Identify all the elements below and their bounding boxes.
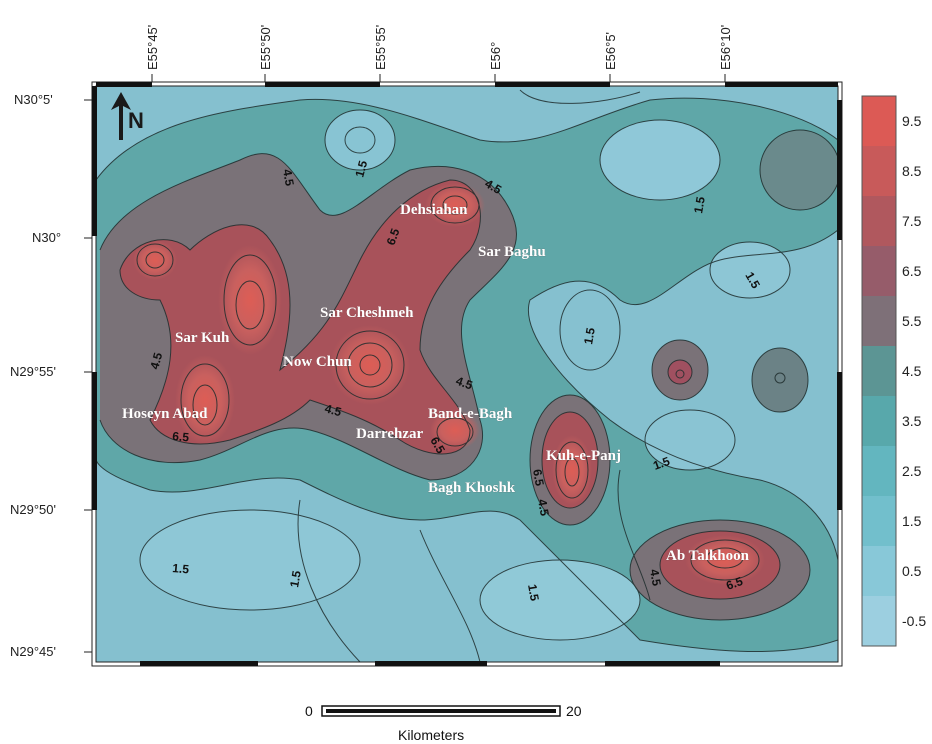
place-label-band-e-bagh: Band-e-Bagh <box>428 406 513 422</box>
scale-max-label: 20 <box>566 703 582 719</box>
contour-label: 6.5 <box>530 468 547 487</box>
contour-label: 4.5 <box>535 498 552 517</box>
longitude-label: E56° <box>488 42 503 70</box>
place-label-sar-baghu: Sar Baghu <box>478 244 546 260</box>
longitude-label: E55°50' <box>258 25 273 70</box>
legend-swatch <box>862 246 896 297</box>
legend-label: 2.5 <box>902 463 922 479</box>
north-arrow-label: N <box>128 108 144 133</box>
legend-label: -0.5 <box>902 613 926 629</box>
map-field: 4.5 1.5 4.5 6.5 1.5 1.5 1.5 4.5 6.5 4.5 … <box>96 86 838 662</box>
legend-swatch <box>862 446 896 497</box>
contour-label: 1.5 <box>581 326 598 345</box>
contour-label: 1.5 <box>172 561 190 576</box>
legend-label: 6.5 <box>902 263 922 279</box>
contour-label: 1.5 <box>651 454 672 473</box>
legend-label: 5.5 <box>902 313 922 329</box>
place-label-ab-talkhoon: Ab Talkhoon <box>666 548 750 564</box>
legend-swatch <box>862 396 896 447</box>
place-label-sar-kuh: Sar Kuh <box>175 330 230 346</box>
contour-label: 1.5 <box>691 195 708 214</box>
longitude-label: E56°10' <box>718 25 733 70</box>
legend-label: 4.5 <box>902 363 922 379</box>
scale-min-label: 0 <box>305 703 313 719</box>
legend-label: 3.5 <box>902 413 922 429</box>
latitude-label: N30° <box>32 230 61 245</box>
place-label-hoseyn-abad: Hoseyn Abad <box>122 406 208 422</box>
legend-swatch <box>862 346 896 397</box>
place-label-dehsiahan: Dehsiahan <box>400 202 468 218</box>
legend-swatch <box>862 546 896 597</box>
contour-label: 4.5 <box>280 168 297 187</box>
color-legend: 9.5 8.5 7.5 6.5 5.5 4.5 3.5 2.5 1.5 0.5 -0.5 <box>861 95 926 647</box>
contour-label: 4.5 <box>647 568 664 587</box>
place-label-bagh-khoshk: Bagh Khoshk <box>428 480 516 496</box>
legend-label: 9.5 <box>902 113 922 129</box>
legend-swatch <box>862 196 896 247</box>
longitude-label: E55°55' <box>373 25 388 70</box>
contour-label: 1.5 <box>352 159 370 179</box>
legend-label: 1.5 <box>902 513 922 529</box>
contour-label: 6.5 <box>724 574 745 593</box>
contour-label: 6.5 <box>172 429 190 444</box>
legend-label: 8.5 <box>902 163 922 179</box>
legend-swatch <box>862 496 896 547</box>
legend-label: 7.5 <box>902 213 922 229</box>
latitude-label: N30°5' <box>14 92 53 107</box>
latitude-label: N29°50' <box>10 502 56 517</box>
place-label-darrehzar: Darrehzar <box>356 426 424 442</box>
contour-label: 1.5 <box>525 583 542 602</box>
longitude-label: E56°5' <box>603 32 618 70</box>
legend-swatch <box>862 96 896 147</box>
scale-bar: 0 20 Kilometers <box>305 703 582 743</box>
legend-label: 0.5 <box>902 563 922 579</box>
place-label-now-chun: Now Chun <box>283 354 352 370</box>
map-frame <box>84 74 843 667</box>
contour-label: 4.5 <box>454 374 475 393</box>
contour-label: 1.5 <box>287 569 304 588</box>
scale-unit-label: Kilometers <box>398 727 464 743</box>
legend-swatch <box>862 596 896 647</box>
contour-label: 4.5 <box>323 401 343 419</box>
contour-label: 6.5 <box>384 226 403 247</box>
north-arrow-icon: N <box>111 92 144 140</box>
contour-label: 4.5 <box>147 351 165 371</box>
legend-swatch <box>862 146 896 197</box>
latitude-label: N29°55' <box>10 364 56 379</box>
place-label-kuh-e-panj: Kuh-e-Panj <box>546 448 621 464</box>
latitude-label: N29°45' <box>10 644 56 659</box>
legend-swatch <box>862 296 896 347</box>
place-label-sar-cheshmeh: Sar Cheshmeh <box>320 305 414 321</box>
longitude-label: E55°45' <box>145 25 160 70</box>
